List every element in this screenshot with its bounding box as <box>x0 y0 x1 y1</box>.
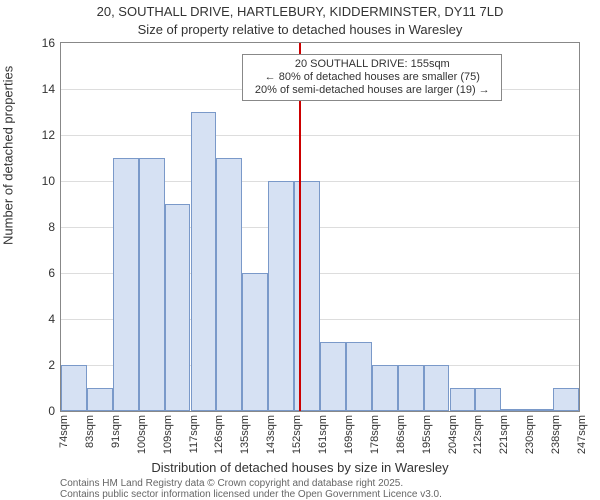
histogram-bar <box>320 342 346 411</box>
x-tick-label: 83sqm <box>84 415 96 448</box>
histogram-bar <box>294 181 320 411</box>
annotation-line3: 20% of semi-detached houses are larger (… <box>249 84 495 97</box>
x-tick-label: 74sqm <box>58 415 70 448</box>
x-tick-label: 100sqm <box>136 415 148 454</box>
x-tick-label: 204sqm <box>447 415 459 454</box>
y-tick-label: 14 <box>25 82 61 96</box>
x-tick-label: 161sqm <box>317 415 329 454</box>
histogram-bar <box>450 388 476 411</box>
attribution-line1: Contains HM Land Registry data © Crown c… <box>60 478 403 489</box>
annotation-box: 20 SOUTHALL DRIVE: 155sqm← 80% of detach… <box>242 54 502 101</box>
histogram-bar <box>527 409 553 411</box>
y-tick-label: 6 <box>25 266 61 280</box>
histogram-bar <box>424 365 450 411</box>
x-tick-label: 152sqm <box>291 415 303 454</box>
y-tick-label: 8 <box>25 220 61 234</box>
x-tick-label: 126sqm <box>213 415 225 454</box>
x-tick-label: 109sqm <box>162 415 174 454</box>
y-tick-label: 10 <box>25 174 61 188</box>
histogram-bar <box>87 388 113 411</box>
x-axis-label: Distribution of detached houses by size … <box>0 460 600 475</box>
histogram-bar <box>553 388 579 411</box>
x-tick-label: 169sqm <box>343 415 355 454</box>
x-tick-label: 212sqm <box>472 415 484 454</box>
gridline-h <box>61 135 579 136</box>
x-tick-label: 195sqm <box>421 415 433 454</box>
title-line2: Size of property relative to detached ho… <box>0 22 600 37</box>
histogram-bar <box>372 365 398 411</box>
x-tick-label: 178sqm <box>369 415 381 454</box>
x-tick-label: 117sqm <box>188 415 200 453</box>
y-tick-label: 12 <box>25 128 61 142</box>
y-axis-label: Number of detached properties <box>1 66 16 245</box>
title-line1: 20, SOUTHALL DRIVE, HARTLEBURY, KIDDERMI… <box>0 4 600 19</box>
histogram-bar <box>113 158 139 411</box>
annotation-line2: ← 80% of detached houses are smaller (75… <box>249 71 495 84</box>
histogram-bar <box>61 365 87 411</box>
x-tick-label: 135sqm <box>239 415 251 454</box>
annotation-line1: 20 SOUTHALL DRIVE: 155sqm <box>249 58 495 71</box>
histogram-bar <box>242 273 268 411</box>
x-tick-label: 143sqm <box>265 415 277 454</box>
histogram-bar <box>191 112 217 411</box>
histogram-bar <box>139 158 165 411</box>
x-tick-label: 186sqm <box>395 415 407 454</box>
histogram-bar <box>475 388 501 411</box>
chart-plot-area: 024681012141674sqm83sqm91sqm100sqm109sqm… <box>60 42 580 412</box>
histogram-bar <box>216 158 242 411</box>
y-tick-label: 2 <box>25 358 61 372</box>
x-tick-label: 230sqm <box>524 415 536 454</box>
histogram-bar <box>501 409 527 411</box>
histogram-bar <box>398 365 424 411</box>
y-tick-label: 0 <box>25 404 61 418</box>
x-tick-label: 238sqm <box>550 415 562 454</box>
histogram-bar <box>268 181 294 411</box>
y-tick-label: 16 <box>25 36 61 50</box>
x-tick-label: 91sqm <box>110 415 122 448</box>
histogram-bar <box>165 204 191 411</box>
x-tick-label: 247sqm <box>576 415 588 454</box>
x-tick-label: 221sqm <box>498 415 510 454</box>
y-tick-label: 4 <box>25 312 61 326</box>
attribution-line2: Contains public sector information licen… <box>60 489 442 500</box>
attribution-text: Contains HM Land Registry data © Crown c… <box>60 478 442 500</box>
histogram-bar <box>346 342 372 411</box>
